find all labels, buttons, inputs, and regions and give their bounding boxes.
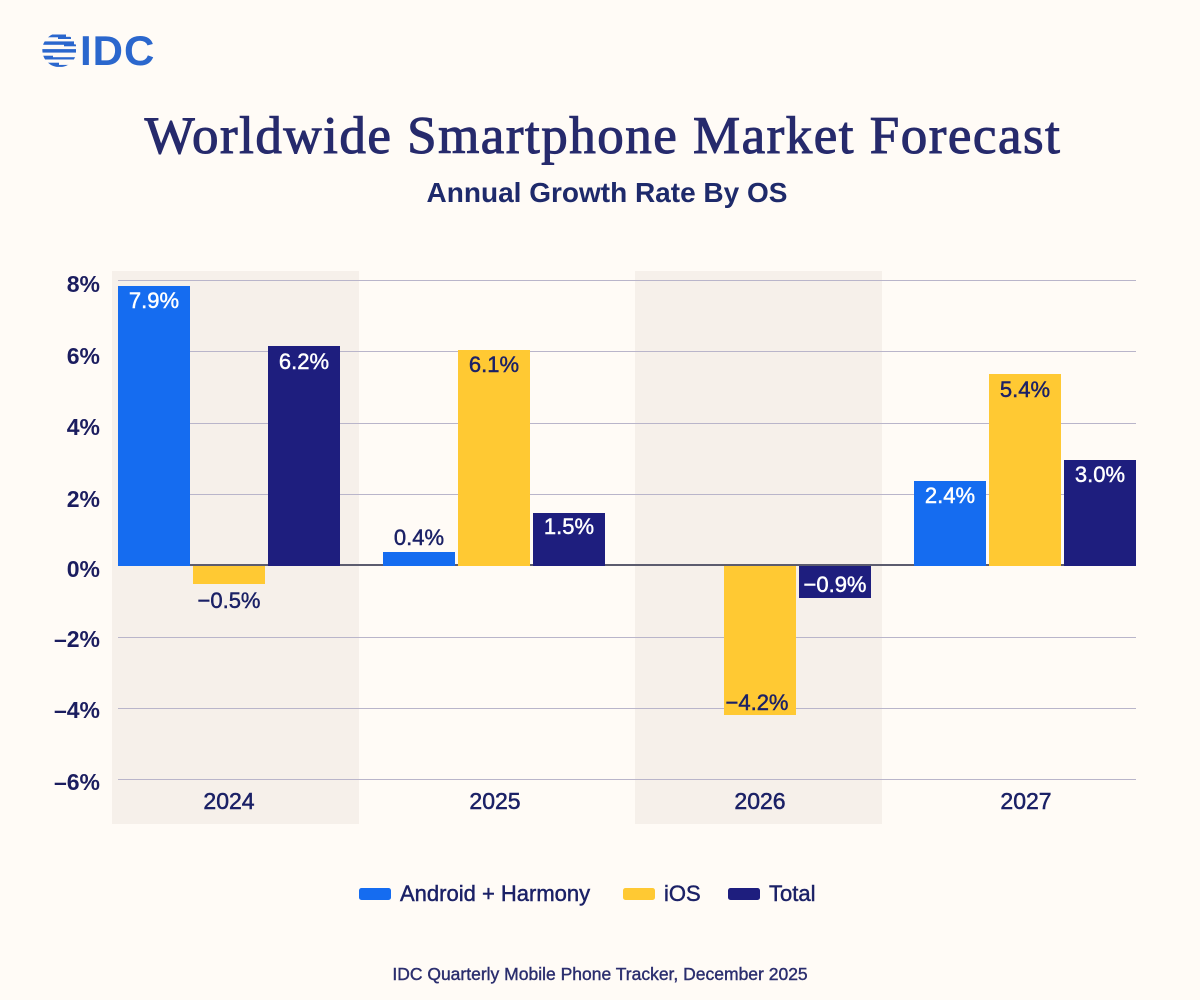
svg-text:IDC: IDC — [80, 27, 155, 73]
